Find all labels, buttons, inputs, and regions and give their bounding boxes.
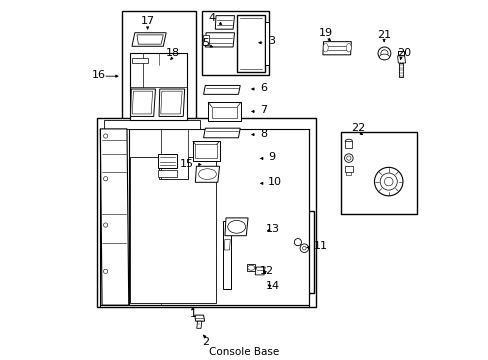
Ellipse shape <box>103 134 107 138</box>
Text: 19: 19 <box>318 28 332 39</box>
Polygon shape <box>203 85 240 94</box>
Text: 9: 9 <box>267 152 275 162</box>
Text: 16: 16 <box>92 70 106 80</box>
Ellipse shape <box>198 169 216 179</box>
Polygon shape <box>161 91 182 114</box>
Text: 1: 1 <box>189 309 196 319</box>
Ellipse shape <box>344 154 352 162</box>
Polygon shape <box>195 166 219 182</box>
Polygon shape <box>322 42 350 55</box>
Polygon shape <box>223 221 230 289</box>
Text: 3: 3 <box>268 36 275 46</box>
Polygon shape <box>203 128 240 138</box>
Polygon shape <box>130 157 216 303</box>
Ellipse shape <box>346 156 350 160</box>
Text: 6: 6 <box>259 83 266 93</box>
Bar <box>122 12 196 129</box>
Ellipse shape <box>345 139 352 144</box>
Polygon shape <box>132 58 148 63</box>
Text: 2: 2 <box>202 337 208 347</box>
Text: 20: 20 <box>396 48 410 58</box>
Ellipse shape <box>247 265 254 270</box>
Polygon shape <box>237 15 264 72</box>
Ellipse shape <box>300 244 308 252</box>
Ellipse shape <box>380 50 387 57</box>
Polygon shape <box>205 33 234 47</box>
Polygon shape <box>247 264 255 271</box>
Text: 13: 13 <box>265 224 280 234</box>
Text: 18: 18 <box>166 48 180 58</box>
Ellipse shape <box>377 47 390 60</box>
Polygon shape <box>158 170 177 177</box>
Polygon shape <box>137 35 163 44</box>
Polygon shape <box>195 144 216 158</box>
Ellipse shape <box>384 177 392 186</box>
Text: 8: 8 <box>259 129 266 139</box>
Bar <box>202 12 269 76</box>
Ellipse shape <box>379 173 396 190</box>
Polygon shape <box>196 321 202 328</box>
Polygon shape <box>192 141 219 161</box>
Bar <box>219 211 313 293</box>
Polygon shape <box>128 129 308 305</box>
Ellipse shape <box>374 167 402 196</box>
Ellipse shape <box>346 44 350 52</box>
Ellipse shape <box>227 220 245 233</box>
Polygon shape <box>345 141 352 148</box>
Ellipse shape <box>294 239 301 246</box>
Polygon shape <box>397 56 405 63</box>
Polygon shape <box>264 22 268 65</box>
Polygon shape <box>100 129 128 305</box>
Polygon shape <box>103 120 200 129</box>
Text: 14: 14 <box>265 280 280 291</box>
Polygon shape <box>346 172 350 175</box>
Text: 10: 10 <box>267 177 282 187</box>
Ellipse shape <box>379 54 388 60</box>
Polygon shape <box>344 166 352 172</box>
Text: 17: 17 <box>140 16 154 26</box>
Polygon shape <box>130 89 155 116</box>
Polygon shape <box>215 15 234 29</box>
Text: 7: 7 <box>259 105 266 115</box>
Polygon shape <box>132 91 152 114</box>
Polygon shape <box>224 218 247 236</box>
Polygon shape <box>208 102 241 121</box>
Polygon shape <box>203 35 208 45</box>
Text: 22: 22 <box>350 123 365 133</box>
Polygon shape <box>398 63 403 77</box>
Text: 4: 4 <box>208 13 215 23</box>
Text: 12: 12 <box>259 266 273 276</box>
Text: 21: 21 <box>376 30 390 40</box>
Polygon shape <box>224 239 230 250</box>
Polygon shape <box>130 53 186 120</box>
Bar <box>97 118 315 307</box>
Polygon shape <box>398 50 403 56</box>
Polygon shape <box>194 315 204 321</box>
Polygon shape <box>158 154 177 168</box>
Polygon shape <box>159 89 184 116</box>
Bar <box>340 132 416 214</box>
Polygon shape <box>255 267 264 275</box>
Ellipse shape <box>103 223 107 227</box>
Polygon shape <box>132 33 166 46</box>
Polygon shape <box>211 107 237 118</box>
Ellipse shape <box>103 177 107 181</box>
Ellipse shape <box>302 246 305 250</box>
Text: Console Base: Console Base <box>209 347 279 357</box>
Text: 15: 15 <box>180 159 194 169</box>
Text: 11: 11 <box>313 242 327 251</box>
Ellipse shape <box>323 44 327 52</box>
Ellipse shape <box>103 269 107 274</box>
Text: 5: 5 <box>202 38 208 48</box>
